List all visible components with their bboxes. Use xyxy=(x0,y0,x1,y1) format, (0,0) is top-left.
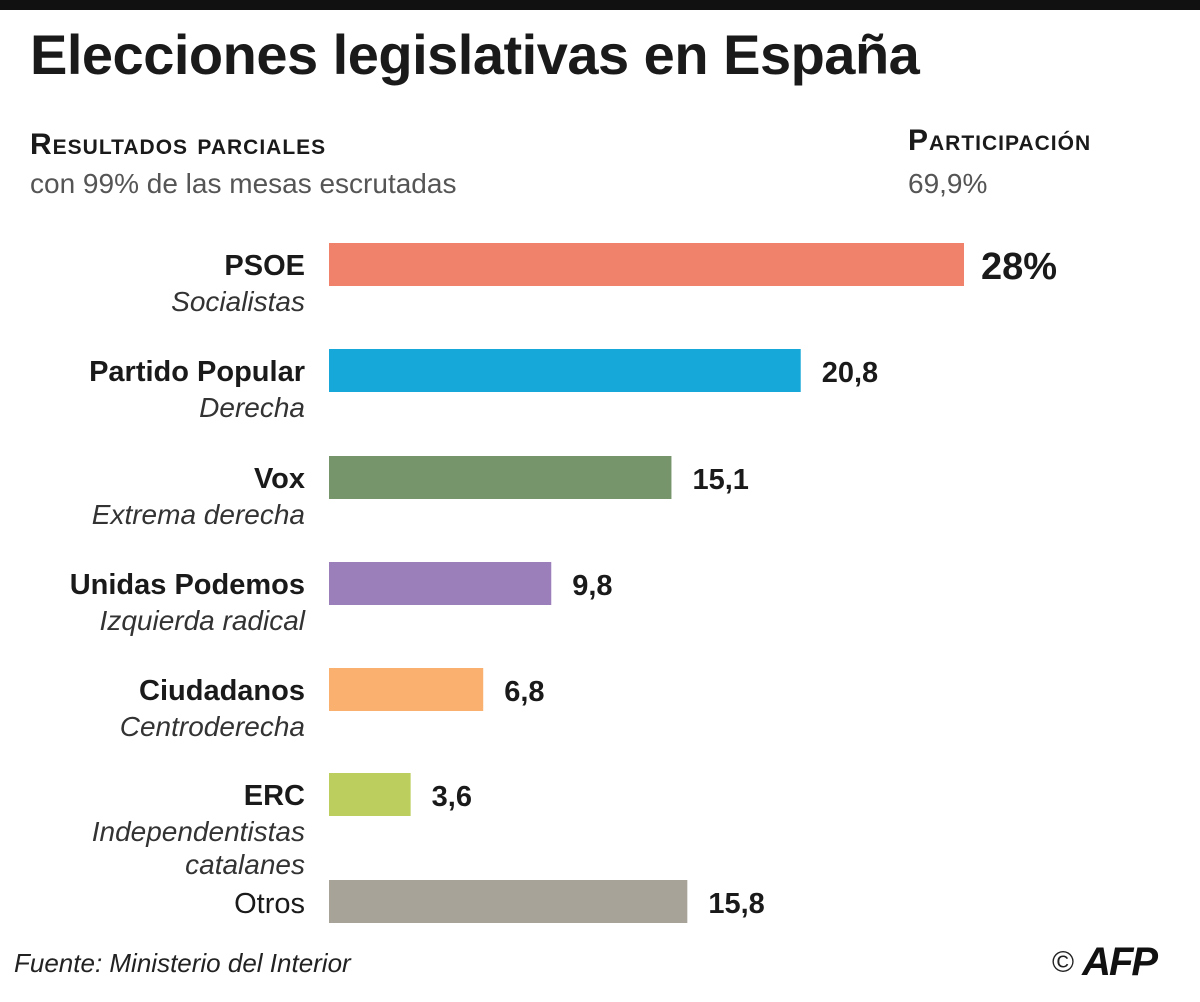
category-label-ciudadanos: Ciudadanos xyxy=(139,675,305,707)
afp-logo: AFP xyxy=(1082,940,1158,984)
category-description-psoe: Socialistas xyxy=(171,286,305,317)
value-label-unidas-podemos: 9,8 xyxy=(572,570,612,602)
source-note: Fuente: Ministerio del Interior xyxy=(14,948,351,978)
category-description-partido-popular: Derecha xyxy=(199,392,305,423)
value-label-erc: 3,6 xyxy=(432,781,472,813)
category-label-psoe: PSOE xyxy=(224,250,305,282)
category-description-ciudadanos: Centroderecha xyxy=(120,711,305,742)
bar-vox xyxy=(329,456,672,499)
bar-ciudadanos xyxy=(329,668,484,711)
bar-otros xyxy=(329,880,688,923)
category-label-vox: Vox xyxy=(254,463,305,495)
bar-psoe xyxy=(329,243,964,286)
bar-unidas-podemos xyxy=(329,562,552,605)
category-description-erc-1: Independentistas xyxy=(92,816,305,847)
results-note: con 99% de las mesas escrutadas xyxy=(30,168,457,199)
participation-heading: Participación xyxy=(908,124,1092,157)
participation-value: 69,9% xyxy=(908,168,988,199)
top-rule xyxy=(0,0,1200,10)
value-label-partido-popular: 20,8 xyxy=(822,357,878,389)
bar-partido-popular xyxy=(329,349,801,392)
category-label-unidas-podemos: Unidas Podemos xyxy=(70,569,305,601)
value-label-psoe: 28% xyxy=(981,246,1057,288)
category-label-erc: ERC xyxy=(244,780,305,812)
bar-erc xyxy=(329,773,411,816)
category-description-unidas-podemos: Izquierda radical xyxy=(100,605,306,636)
category-description-vox: Extrema derecha xyxy=(92,499,305,530)
copyright-symbol: © xyxy=(1052,945,1075,979)
value-label-vox: 15,1 xyxy=(692,464,748,496)
value-label-otros: 15,8 xyxy=(708,888,764,920)
category-label-partido-popular: Partido Popular xyxy=(89,356,305,388)
category-label-otros: Otros xyxy=(234,888,305,920)
category-description-erc-2: catalanes xyxy=(185,849,305,880)
chart-title: Elecciones legislativas en España xyxy=(30,23,920,86)
value-label-ciudadanos: 6,8 xyxy=(504,676,544,708)
results-heading: Resultados parciales xyxy=(30,128,327,161)
credit: © AFP xyxy=(1052,940,1158,985)
